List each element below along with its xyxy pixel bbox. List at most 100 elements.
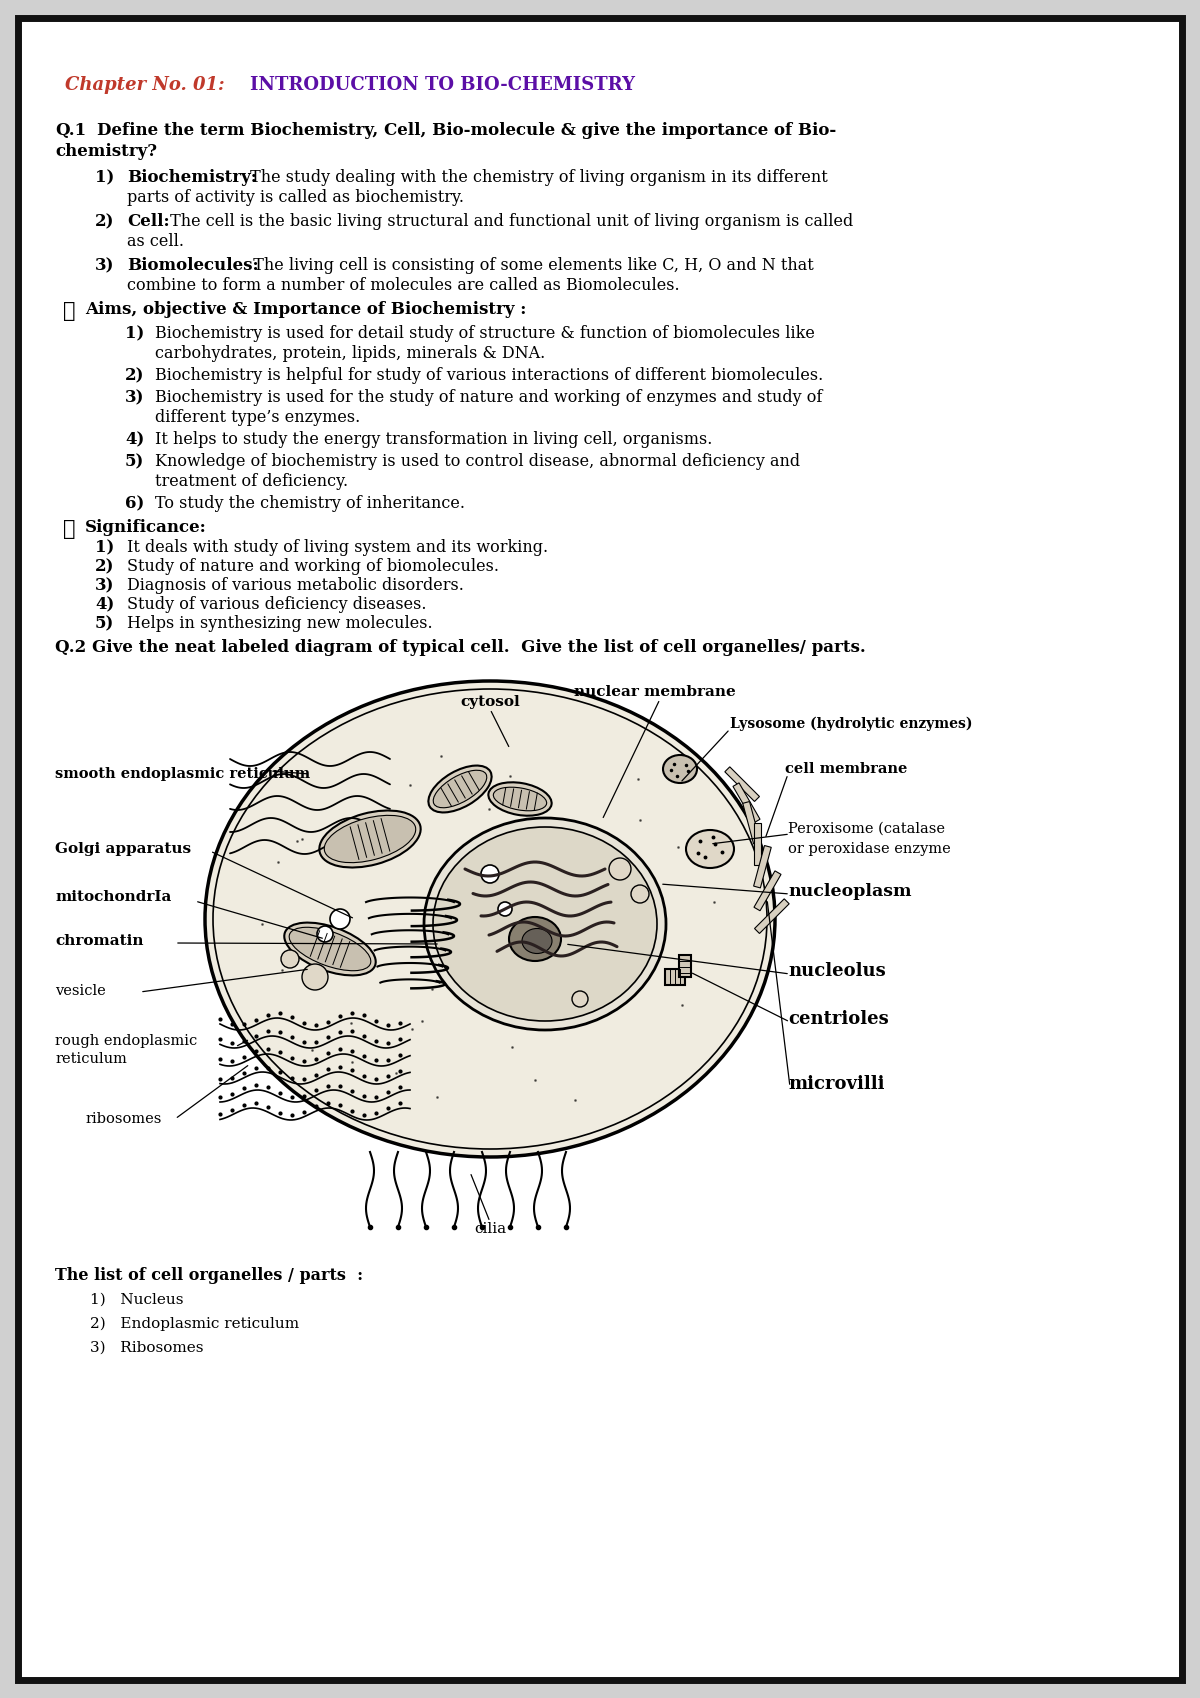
Ellipse shape (324, 815, 415, 863)
Text: 2)   Endoplasmic reticulum: 2) Endoplasmic reticulum (90, 1318, 299, 1331)
FancyBboxPatch shape (18, 19, 1182, 1679)
FancyArrow shape (755, 898, 790, 934)
Text: 5): 5) (125, 453, 144, 470)
Text: The study dealing with the chemistry of living organism in its different: The study dealing with the chemistry of … (245, 170, 828, 187)
Text: 6): 6) (125, 496, 144, 513)
Text: Study of nature and working of biomolecules.: Study of nature and working of biomolecu… (127, 559, 499, 576)
Text: Cell:: Cell: (127, 212, 169, 229)
Text: Aims, objective & Importance of Biochemistry :: Aims, objective & Importance of Biochemi… (85, 301, 527, 318)
Circle shape (302, 964, 328, 990)
Ellipse shape (424, 818, 666, 1031)
Text: 3): 3) (125, 389, 144, 406)
Text: Biochemistry is used for the study of nature and working of enzymes and study of: Biochemistry is used for the study of na… (155, 389, 822, 406)
Text: Chapter No. 01:: Chapter No. 01: (65, 76, 224, 93)
Circle shape (317, 925, 334, 942)
Text: 2): 2) (95, 212, 114, 229)
Text: ribosomes: ribosomes (85, 1112, 161, 1126)
Text: centrioles: centrioles (788, 1010, 889, 1027)
Text: INTRODUCTION TO BIO-CHEMISTRY: INTRODUCTION TO BIO-CHEMISTRY (250, 76, 635, 93)
Text: cilia: cilia (474, 1223, 506, 1236)
Circle shape (498, 902, 512, 915)
Text: Significance:: Significance: (85, 520, 206, 537)
Circle shape (610, 857, 631, 880)
Text: carbohydrates, protein, lipids, minerals & DNA.: carbohydrates, protein, lipids, minerals… (155, 345, 545, 362)
Ellipse shape (284, 922, 376, 975)
Text: cell membrane: cell membrane (785, 762, 907, 776)
Text: 1): 1) (95, 170, 114, 187)
Text: rough endoplasmic: rough endoplasmic (55, 1034, 197, 1048)
Text: It deals with study of living system and its working.: It deals with study of living system and… (127, 538, 548, 555)
FancyArrow shape (743, 801, 761, 844)
Text: nucleolus: nucleolus (788, 963, 886, 980)
Ellipse shape (433, 771, 487, 808)
Circle shape (572, 992, 588, 1007)
Text: 4): 4) (95, 596, 114, 613)
Text: chromatin: chromatin (55, 934, 144, 947)
Bar (665, 970, 685, 985)
Text: Biomolecules:: Biomolecules: (127, 256, 259, 273)
Ellipse shape (488, 783, 552, 815)
Ellipse shape (522, 929, 552, 954)
Text: as cell.: as cell. (127, 233, 184, 250)
Ellipse shape (428, 766, 492, 812)
Text: Biochemistry is helpful for study of various interactions of different biomolecu: Biochemistry is helpful for study of var… (155, 367, 823, 384)
Text: It helps to study the energy transformation in living cell, organisms.: It helps to study the energy transformat… (155, 431, 713, 448)
Text: different type’s enzymes.: different type’s enzymes. (155, 409, 360, 426)
Ellipse shape (686, 830, 734, 868)
Text: ✓: ✓ (64, 301, 76, 321)
Text: Study of various deficiency diseases.: Study of various deficiency diseases. (127, 596, 426, 613)
Text: or peroxidase enzyme: or peroxidase enzyme (788, 842, 950, 856)
Text: To study the chemistry of inheritance.: To study the chemistry of inheritance. (155, 496, 466, 513)
Text: smooth endoplasmic reticulum: smooth endoplasmic reticulum (55, 767, 310, 781)
Text: 3): 3) (95, 577, 114, 594)
Text: treatment of deficiency.: treatment of deficiency. (155, 474, 348, 491)
FancyArrow shape (754, 824, 761, 864)
Text: 1): 1) (95, 538, 114, 555)
Text: Peroxisome (catalase: Peroxisome (catalase (788, 822, 946, 835)
Text: 3)   Ribosomes: 3) Ribosomes (90, 1341, 204, 1355)
Bar (679, 954, 691, 976)
Ellipse shape (509, 917, 562, 961)
Text: Biochemistry:: Biochemistry: (127, 170, 257, 187)
Ellipse shape (289, 927, 371, 971)
Text: The list of cell organelles / parts  :: The list of cell organelles / parts : (55, 1267, 364, 1284)
FancyArrow shape (725, 767, 760, 801)
Text: cytosol: cytosol (460, 694, 520, 710)
Text: mitochondrIa: mitochondrIa (55, 890, 172, 903)
Circle shape (330, 908, 350, 929)
FancyArrow shape (754, 846, 772, 888)
Text: parts of activity is called as biochemistry.: parts of activity is called as biochemis… (127, 188, 464, 205)
Text: Lysosome (hydrolytic enzymes): Lysosome (hydrolytic enzymes) (730, 717, 972, 732)
Text: reticulum: reticulum (55, 1053, 127, 1066)
Text: 1): 1) (125, 324, 144, 341)
Text: Golgi apparatus: Golgi apparatus (55, 842, 191, 856)
Text: vesicle: vesicle (55, 985, 106, 998)
Text: nuclear membrane: nuclear membrane (574, 684, 736, 700)
Text: Q.2 Give the neat labeled diagram of typical cell.  Give the list of cell organe: Q.2 Give the neat labeled diagram of typ… (55, 638, 865, 655)
Ellipse shape (433, 827, 658, 1020)
Text: Diagnosis of various metabolic disorders.: Diagnosis of various metabolic disorders… (127, 577, 464, 594)
Text: The living cell is consisting of some elements like C, H, O and N that: The living cell is consisting of some el… (242, 256, 814, 273)
Circle shape (631, 885, 649, 903)
Circle shape (481, 864, 499, 883)
Text: 5): 5) (95, 615, 114, 632)
FancyArrow shape (754, 871, 781, 910)
Text: Helps in synthesizing new molecules.: Helps in synthesizing new molecules. (127, 615, 433, 632)
Ellipse shape (493, 788, 547, 812)
Text: Knowledge of biochemistry is used to control disease, abnormal deficiency and: Knowledge of biochemistry is used to con… (155, 453, 800, 470)
Text: 4): 4) (125, 431, 144, 448)
Circle shape (281, 949, 299, 968)
FancyArrow shape (733, 783, 760, 824)
Text: Define the term Biochemistry, Cell, Bio-molecule & give the importance of Bio-: Define the term Biochemistry, Cell, Bio-… (97, 122, 836, 139)
Text: ✓: ✓ (64, 520, 76, 538)
Ellipse shape (205, 681, 775, 1156)
Ellipse shape (319, 810, 421, 868)
Text: 2): 2) (95, 559, 114, 576)
Text: 3): 3) (95, 256, 114, 273)
Text: Q.1: Q.1 (55, 122, 86, 139)
Text: nucleoplasm: nucleoplasm (788, 883, 912, 900)
Text: combine to form a number of molecules are called as Biomolecules.: combine to form a number of molecules ar… (127, 277, 679, 294)
Text: The cell is the basic living structural and functional unit of living organism i: The cell is the basic living structural … (166, 212, 853, 229)
Text: 1)   Nucleus: 1) Nucleus (90, 1292, 184, 1307)
Text: 2): 2) (125, 367, 144, 384)
